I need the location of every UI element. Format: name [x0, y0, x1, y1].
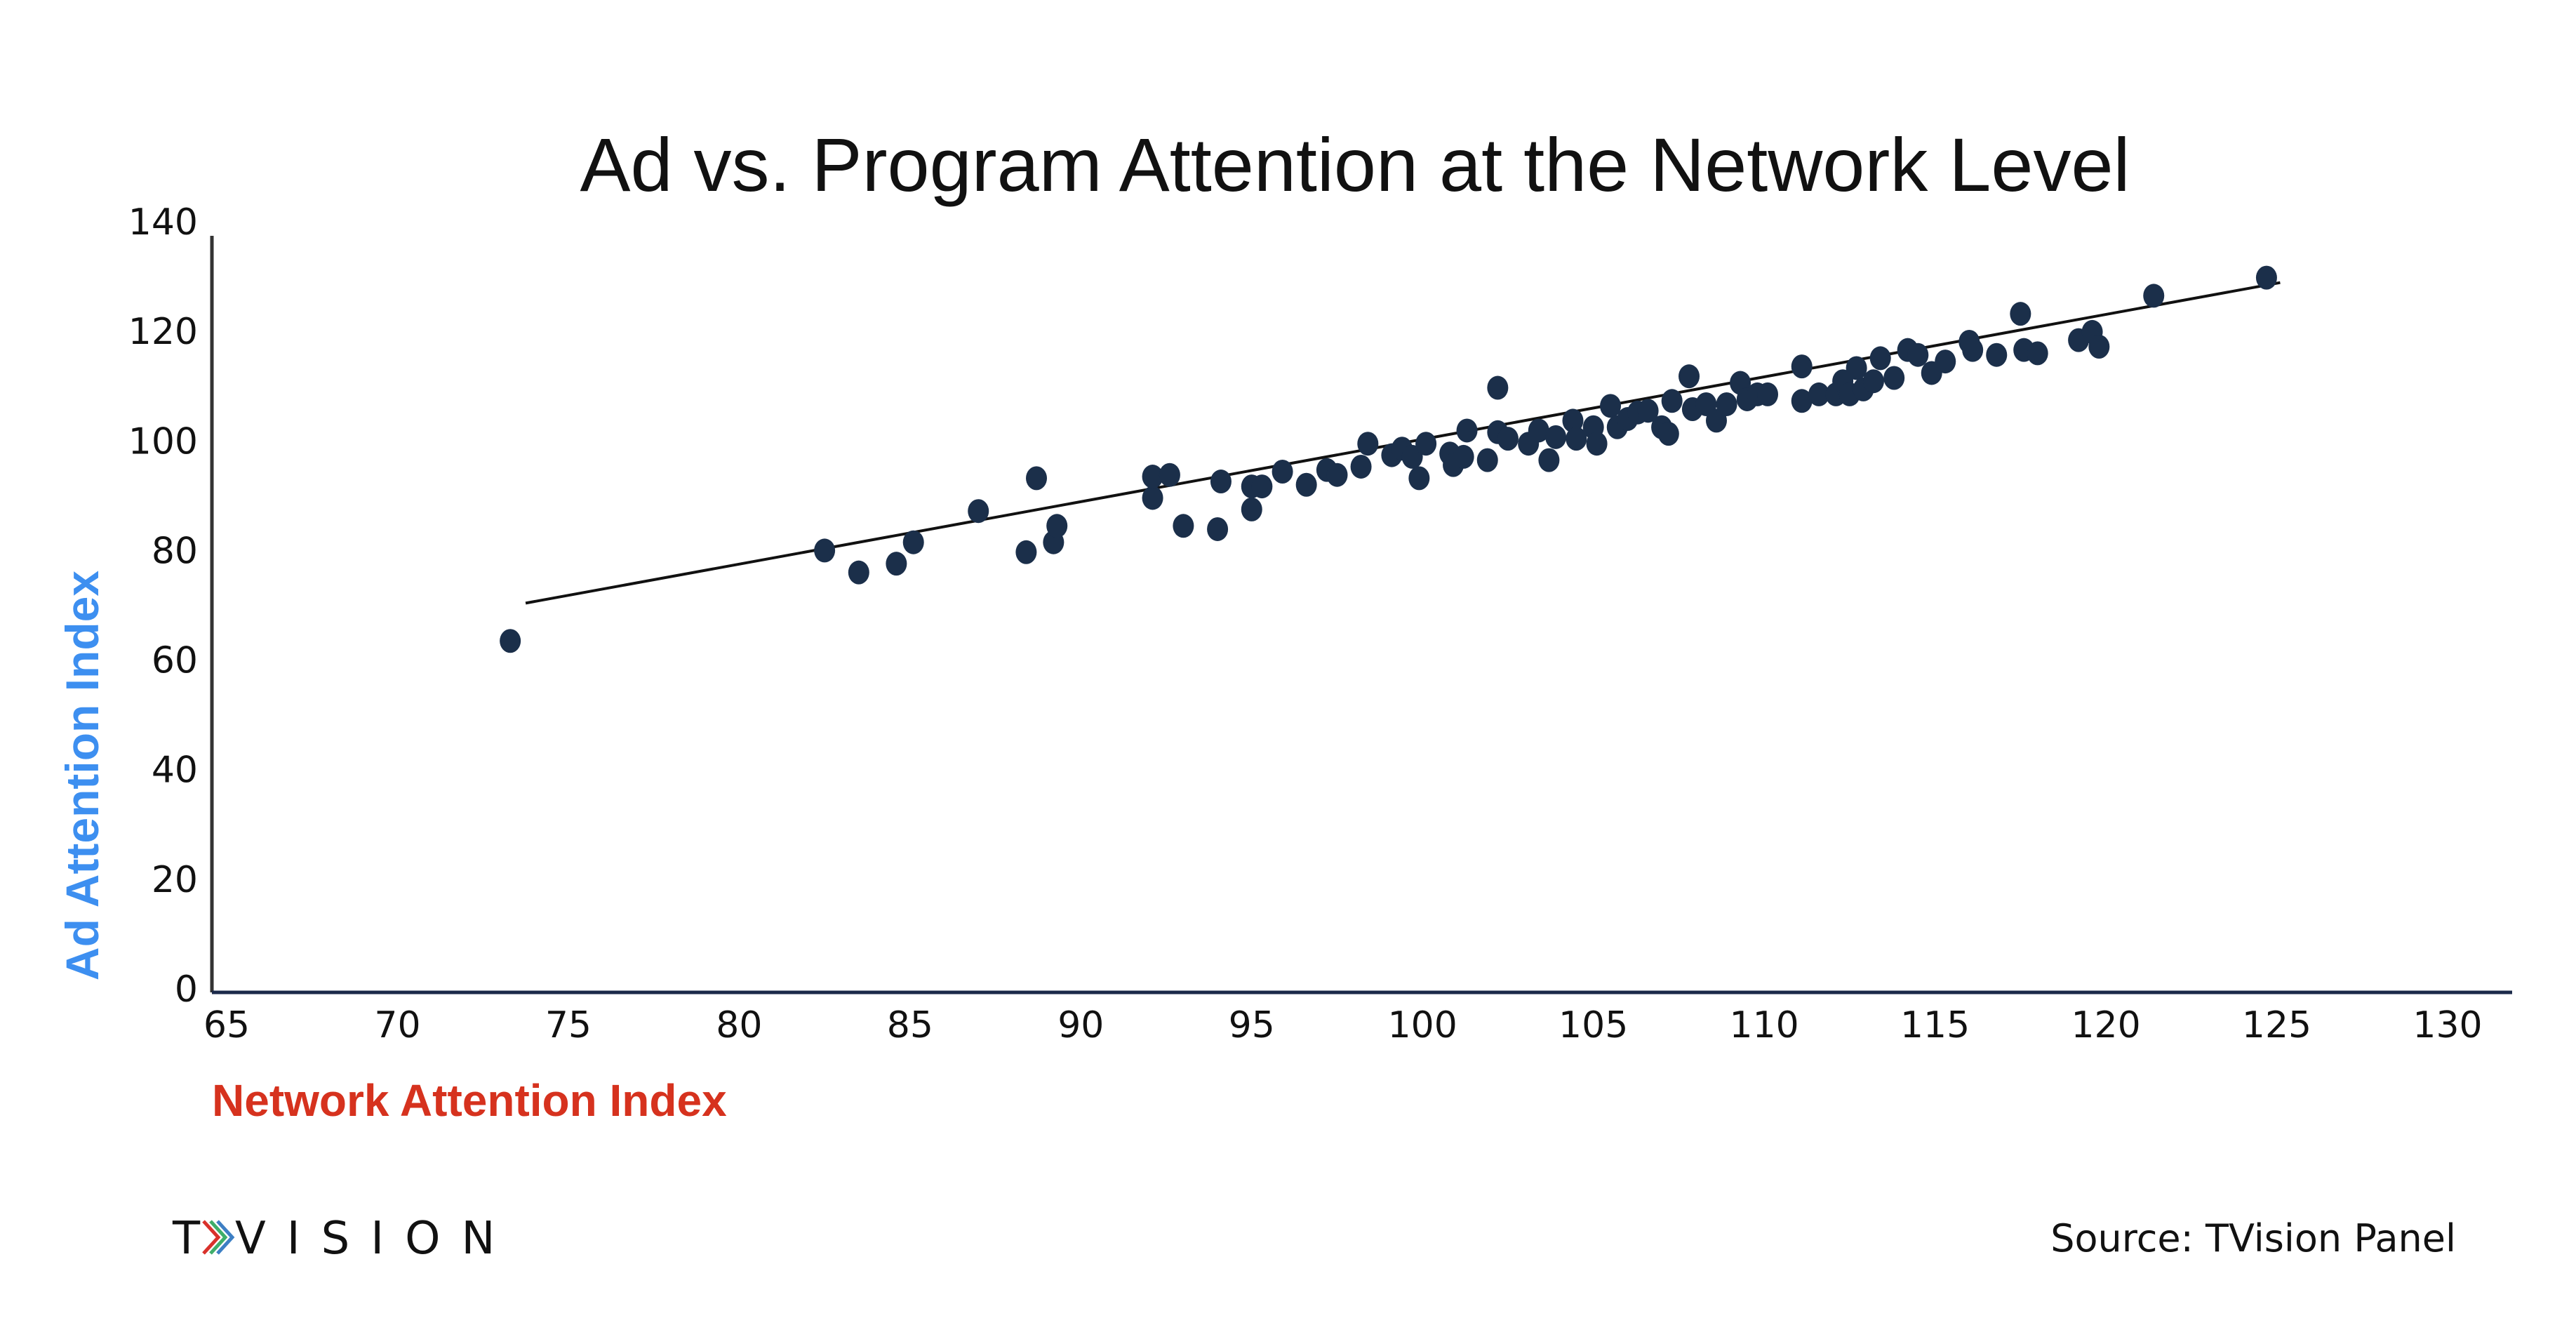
x-tick-label: 85	[887, 1004, 933, 1046]
y-tick-label: 80	[152, 530, 198, 572]
data-point	[1241, 497, 1262, 521]
y-tick-label: 100	[128, 420, 198, 463]
data-point	[1015, 540, 1037, 564]
data-point	[1295, 472, 1317, 497]
data-point	[1935, 350, 1956, 374]
y-tick-label: 60	[152, 640, 198, 682]
data-point	[1487, 375, 1509, 400]
data-point	[1453, 444, 1474, 469]
data-point	[1142, 486, 1163, 510]
y-tick-label: 0	[175, 969, 198, 1011]
data-point	[886, 552, 907, 576]
data-point	[1408, 466, 1430, 491]
data-point	[1456, 418, 1478, 443]
x-tick-labels: 65 70 75 80 85 90 95 100 105 110 115 120 125 130	[203, 1004, 2483, 1046]
source-note: Source: TVision Panel	[2050, 1216, 2456, 1260]
data-point	[1497, 427, 1519, 451]
data-point	[500, 629, 521, 653]
data-point	[1545, 425, 1567, 449]
x-tick-label: 90	[1057, 1004, 1104, 1046]
x-tick-label: 100	[1388, 1004, 1457, 1046]
x-tick-label: 110	[1730, 1004, 1799, 1046]
data-point	[1962, 338, 1984, 362]
x-tick-label: 95	[1229, 1004, 1275, 1046]
x-tick-label: 105	[1559, 1004, 1628, 1046]
data-point	[1046, 514, 1068, 538]
x-tick-label: 75	[545, 1004, 592, 1046]
data-point	[1907, 342, 1929, 367]
data-point	[848, 560, 869, 585]
svg-text:T: T	[172, 1213, 221, 1265]
data-point	[1207, 517, 1229, 541]
data-point	[1173, 514, 1194, 538]
data-point	[814, 538, 836, 563]
x-tick-label: 65	[203, 1004, 250, 1046]
data-point	[1357, 432, 1379, 456]
data-point	[1251, 474, 1273, 499]
y-axis-label: Ad Attention Index	[56, 571, 108, 980]
y-tick-label: 20	[152, 859, 198, 901]
svg-text:VISION: VISION	[235, 1213, 516, 1265]
data-point	[968, 499, 989, 524]
data-point	[1528, 418, 1549, 443]
data-point	[1657, 422, 1679, 446]
data-point	[1986, 342, 2008, 367]
y-tick-label: 120	[128, 311, 198, 353]
x-tick-label: 120	[2071, 1004, 2140, 1046]
data-point	[1862, 369, 1884, 394]
data-point	[1637, 399, 1659, 423]
x-tick-label: 115	[1900, 1004, 1970, 1046]
x-tick-label: 130	[2413, 1004, 2482, 1046]
data-point	[1600, 394, 1622, 418]
data-point	[1566, 427, 1587, 451]
data-point	[902, 530, 924, 554]
x-axis-label: Network Attention Index	[212, 1075, 727, 1126]
chevron-blue-icon	[216, 1220, 235, 1255]
data-point	[1883, 366, 1905, 390]
data-point	[2010, 302, 2031, 326]
chevron-red-icon	[202, 1220, 221, 1255]
data-point	[1159, 463, 1180, 487]
data-point	[1326, 463, 1348, 487]
data-point	[1679, 364, 1700, 389]
data-point	[1538, 448, 1560, 472]
data-point	[2143, 284, 2165, 308]
data-point	[1210, 470, 1232, 494]
data-point	[1869, 346, 1891, 371]
data-point	[1142, 465, 1163, 489]
data-point	[1586, 432, 1608, 456]
data-points	[500, 265, 2277, 653]
data-point	[1476, 448, 1498, 472]
data-point	[1401, 444, 1423, 469]
data-point	[1808, 382, 1830, 406]
y-tick-labels: 0 20 40 60 80 100 120 140	[128, 201, 198, 1011]
data-point	[2027, 341, 2048, 366]
data-point	[1791, 389, 1813, 413]
data-point	[1791, 354, 1813, 379]
x-tick-label: 70	[374, 1004, 420, 1046]
data-point	[1350, 454, 1372, 479]
chevron-green-icon	[209, 1220, 228, 1255]
data-point	[1026, 466, 1048, 491]
tvision-logo: T VISION	[172, 1213, 516, 1265]
y-tick-label: 40	[152, 750, 198, 792]
data-point	[1716, 392, 1737, 416]
data-point	[1415, 432, 1437, 456]
x-tick-label: 80	[716, 1004, 762, 1046]
data-point	[1757, 382, 1779, 406]
x-tick-label: 125	[2242, 1004, 2311, 1046]
data-point	[1661, 389, 1683, 413]
data-point	[2088, 335, 2110, 359]
data-point	[2255, 265, 2277, 290]
chart-title: Ad vs. Program Attention at the Network …	[580, 122, 2130, 207]
y-tick-label: 140	[128, 201, 198, 244]
data-point	[1272, 460, 1293, 484]
data-point	[1562, 408, 1584, 433]
data-point	[1846, 356, 1867, 380]
